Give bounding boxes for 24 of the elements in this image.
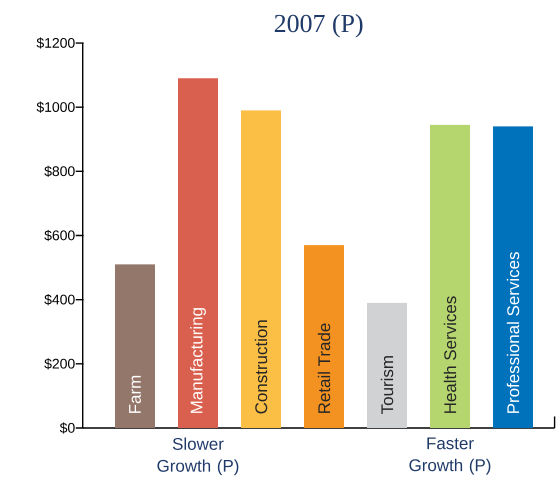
text: Slower Growth (P) — [157, 438, 238, 476]
x-tick-label: Professional Services — [506, 252, 520, 413]
bar — [241, 110, 282, 428]
bar — [430, 124, 470, 428]
y-tick-label: $1000 — [36, 102, 75, 113]
bar — [493, 126, 534, 428]
y-tick-label: $800 — [44, 166, 75, 177]
y-tick-label: $0 — [60, 422, 75, 434]
x-tick-label: Health Services — [444, 296, 456, 413]
x-tick-label: Retail Trade — [318, 323, 330, 413]
x-tick-label: Tourism — [380, 356, 394, 414]
y-tick-label: $200 — [44, 358, 75, 370]
bar — [304, 245, 344, 428]
chart-title: 2007 (P) — [274, 14, 362, 38]
bar — [178, 78, 218, 428]
x-tick-label: Farm — [129, 376, 141, 413]
x-tick-label: Manufacturing — [190, 308, 206, 413]
y-tick-label: $600 — [44, 230, 75, 242]
y-tick-label: $400 — [44, 294, 75, 306]
bar — [115, 264, 155, 428]
x-tick-label: Construction — [254, 320, 268, 414]
bar — [367, 302, 408, 428]
text: Faster Growth (P) — [409, 437, 490, 475]
y-tick-label: $1200 — [36, 37, 75, 49]
